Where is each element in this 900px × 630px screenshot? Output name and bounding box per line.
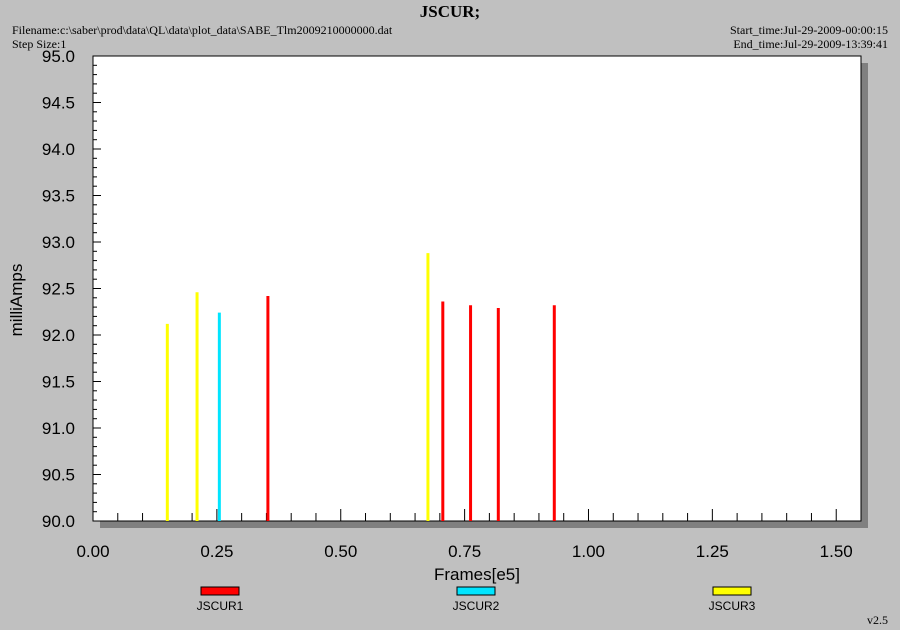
y-tick-label: 94.5	[42, 94, 75, 113]
start-time-label: Start_time:Jul-29-2009-00:00:15	[730, 23, 888, 37]
x-tick-label: 0.25	[200, 542, 233, 561]
ticks	[92, 55, 862, 522]
bars	[165, 253, 556, 521]
tick-labels: 90.0 90.5 91.0 91.5 92.0 92.5 93.0 93.5 94.0 94.5…	[42, 47, 853, 561]
filename-label: Filename:c:\saber\prod\data\QL\data\plot…	[12, 23, 393, 37]
y-tick-label: 91.0	[42, 419, 75, 438]
legend-label-jscur2: JSCUR2	[453, 599, 500, 613]
plot-area	[92, 55, 862, 522]
y-tick-label: 92.5	[42, 280, 75, 299]
y-tick-label: 95.0	[42, 47, 75, 66]
x-tick-label: 1.25	[696, 542, 729, 561]
legend-swatch-jscur2	[456, 586, 496, 596]
y-tick-label: 90.0	[42, 512, 75, 531]
y-tick-label: 92.0	[42, 326, 75, 345]
y-tick-label: 91.5	[42, 373, 75, 392]
x-tick-label: 0.50	[324, 542, 357, 561]
end-time-label: End_time:Jul-29-2009-13:39:41	[733, 37, 888, 51]
y-tick-label: 94.0	[42, 140, 75, 159]
legend-label-jscur1: JSCUR1	[197, 599, 244, 613]
chart-title: JSCUR;	[419, 2, 481, 21]
version-label: v2.5	[867, 613, 888, 627]
x-tick-label: 0.00	[76, 542, 109, 561]
x-tick-label: 1.00	[572, 542, 605, 561]
y-tick-label: 93.5	[42, 187, 75, 206]
y-tick-label: 93.0	[42, 233, 75, 252]
legend: JSCUR1 JSCUR2 JSCUR3	[197, 586, 756, 613]
x-tick-label: 0.75	[448, 542, 481, 561]
x-tick-label: 1.50	[820, 542, 853, 561]
legend-swatch-jscur3	[712, 586, 752, 596]
x-axis-title: Frames[e5]	[434, 565, 520, 584]
legend-label-jscur3: JSCUR3	[709, 599, 756, 613]
y-tick-label: 90.5	[42, 466, 75, 485]
step-size-label: Step Size:1	[12, 37, 67, 51]
legend-swatch-jscur1	[200, 586, 240, 596]
y-axis-title: milliAmps	[7, 264, 26, 337]
